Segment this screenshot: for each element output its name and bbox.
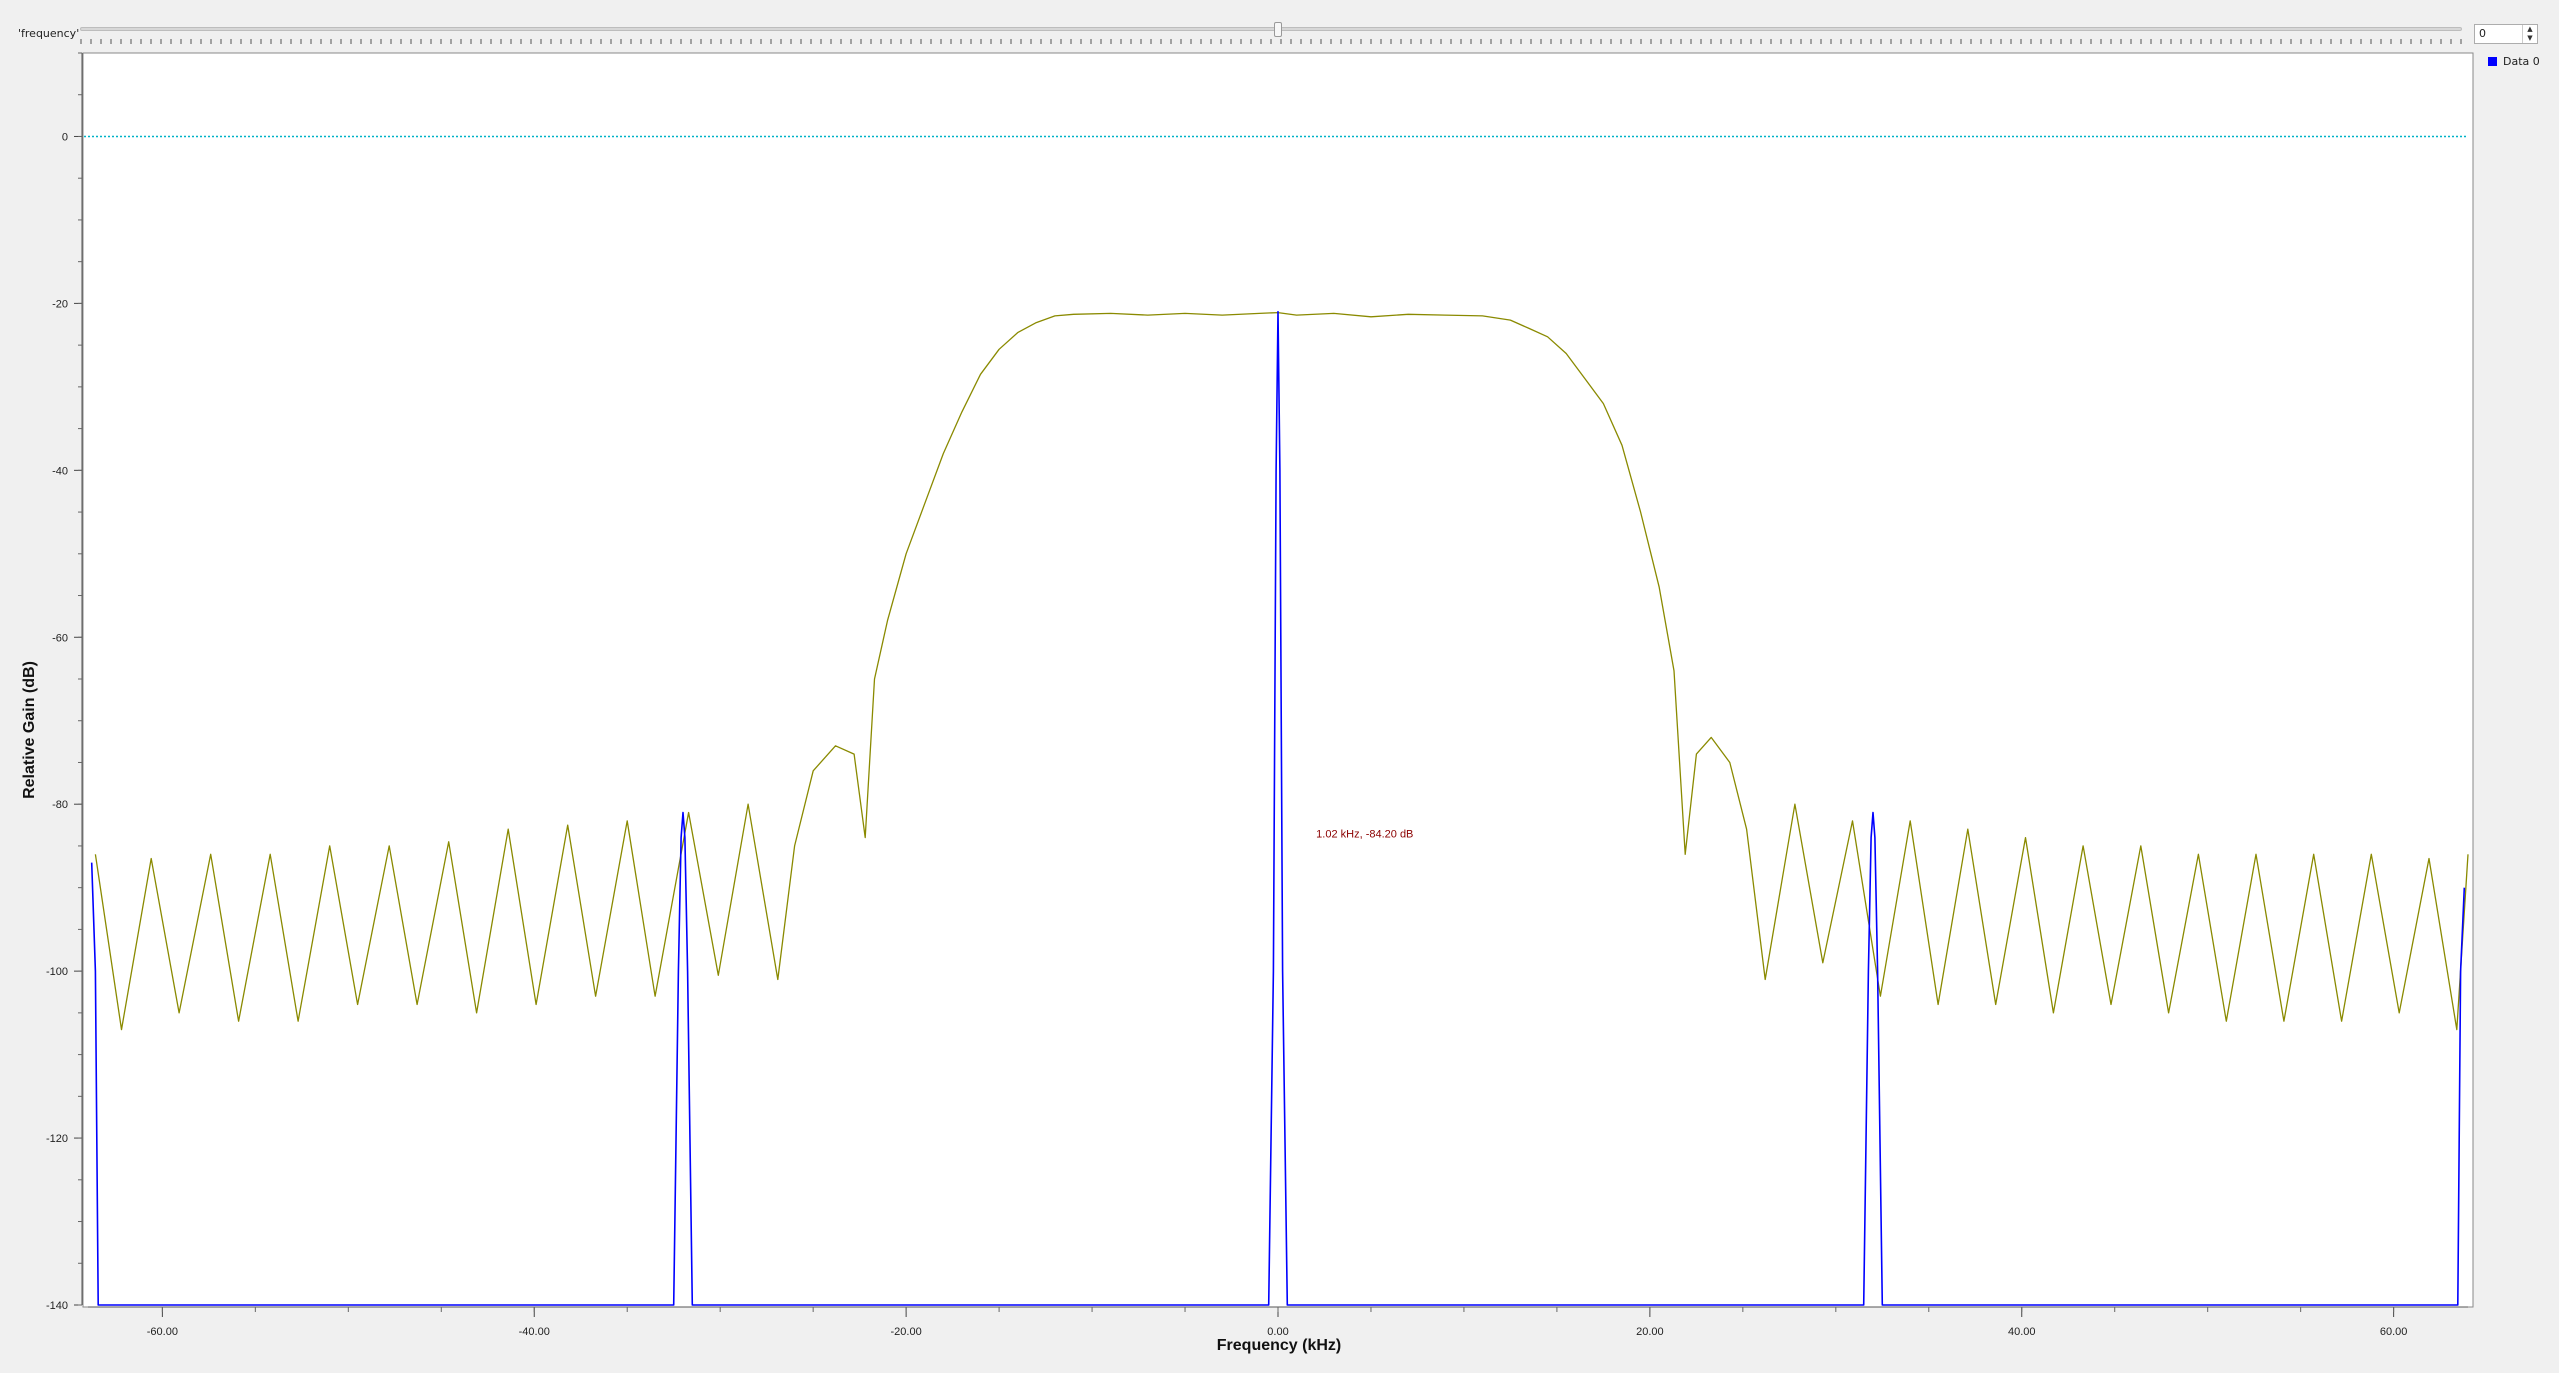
x-axis-label: Frequency (kHz) (1217, 1337, 1341, 1354)
plot-canvas[interactable] (82, 52, 2474, 1308)
plot-panel: 0 -20 -40 -60 -80 -100 -120 -140 -60.00 -40.00 -20… (0, 50, 2478, 1373)
x-tick-label: 40.00 (2008, 1326, 2036, 1338)
x-tick-label: -60.00 (147, 1326, 178, 1338)
spinbox-arrows[interactable]: ▲ ▼ (2522, 25, 2537, 43)
slider-label: 'frequency' (18, 27, 80, 40)
y-tick-label: -60 (52, 632, 68, 644)
y-tick-label: -40 (52, 465, 68, 477)
marker-label: 1.02 kHz, -84.20 dB (1316, 829, 1413, 841)
x-tick-label: 0.00 (1267, 1326, 1288, 1338)
legend: Data 0 (2488, 55, 2540, 68)
frequency-spinbox[interactable]: 0 ▲ ▼ (2474, 24, 2538, 44)
slider-tick-marks (80, 39, 2462, 44)
series-filter-response (94, 311, 2469, 1031)
x-tick-label: -40.00 (519, 1326, 550, 1338)
y-tick-label: 0 (62, 131, 68, 143)
y-tick-label: -20 (52, 298, 68, 310)
y-axis-label: Relative Gain (dB) (21, 661, 38, 799)
x-tick-label: -20.00 (891, 1326, 922, 1338)
frequency-slider[interactable] (80, 27, 2462, 31)
frequency-response-chart[interactable]: 0 -20 -40 -60 -80 -100 -120 -140 -60.00 -40.00 -20… (0, 50, 2478, 1373)
y-tick-label: -80 (52, 799, 68, 811)
legend-entry: Data 0 (2503, 55, 2540, 68)
series-data-0 (90, 310, 2466, 1306)
spin-down-icon[interactable]: ▼ (2527, 34, 2533, 42)
slider-handle[interactable] (1274, 22, 1282, 37)
y-tick-label: -120 (46, 1133, 68, 1145)
x-tick-label: 20.00 (1636, 1326, 1664, 1338)
y-tick-label: -100 (46, 966, 68, 978)
x-tick-label: 60.00 (2380, 1326, 2408, 1338)
spinbox-value: 0 (2479, 27, 2486, 40)
y-tick-label: -140 (46, 1300, 68, 1312)
legend-swatch (2488, 57, 2497, 66)
spin-up-icon[interactable]: ▲ (2527, 25, 2533, 33)
